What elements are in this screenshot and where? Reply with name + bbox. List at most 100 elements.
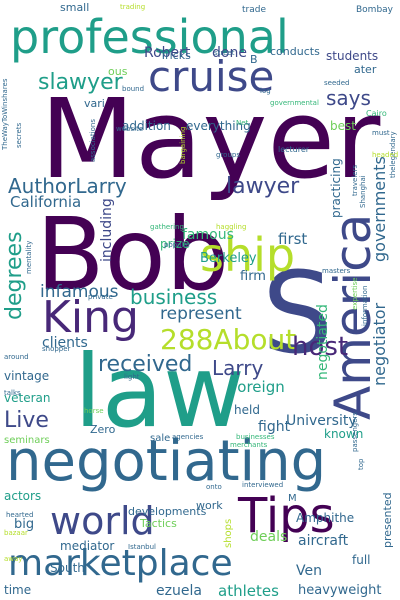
word-light: light <box>124 373 140 381</box>
word-istanbul: Istanbul <box>128 543 157 551</box>
word-king: King <box>42 292 139 343</box>
word-host: host <box>292 332 349 362</box>
word-big: big <box>14 517 35 532</box>
word-associations: associations <box>89 118 97 162</box>
word-degrees: degrees <box>2 231 27 320</box>
word-small: small <box>60 1 90 14</box>
word-full: full <box>352 553 371 567</box>
word-lawyer: lawyer <box>226 174 300 199</box>
word-hearted: hearted <box>6 511 34 519</box>
word-ezuela: ezuela <box>156 583 202 599</box>
word-travelers: travelers <box>351 164 359 196</box>
word-south: South <box>50 561 85 575</box>
word-ship: ship <box>200 228 296 282</box>
word-haggling: haggling <box>216 223 247 231</box>
word-masters: masters <box>322 267 351 275</box>
word-around: around <box>4 353 29 361</box>
word-shanghai: Shanghai <box>359 175 367 208</box>
word-m: M <box>288 493 297 504</box>
word-businesses: businesses <box>236 433 275 441</box>
word-governments: governments <box>370 156 389 262</box>
word-thewaytowinshares: TheWayToWinshares <box>1 78 9 151</box>
word-heavyweight: heavyweight <box>298 583 382 598</box>
word-ven: Ven <box>296 563 322 579</box>
word-live: Live <box>4 408 49 433</box>
word-firm: firm <box>240 269 266 284</box>
word-onto: onto <box>206 483 222 491</box>
word-law: law <box>74 333 245 450</box>
word-seeded: seeded <box>324 79 350 87</box>
word-zero: Zero <box>90 423 116 436</box>
word-addition: addition <box>122 119 171 133</box>
word-must: must <box>372 129 390 137</box>
word-away: away <box>4 555 23 563</box>
word-secrets: secrets <box>15 122 23 148</box>
word-conducts: conducts <box>270 45 320 58</box>
word-negotiated: negotiated <box>315 304 331 380</box>
word-athletes: athletes <box>218 582 279 600</box>
word-shopper: shopper <box>42 345 71 353</box>
word-vintage: vintage <box>4 369 50 383</box>
word-passengers: passengers <box>351 411 359 452</box>
word-work: work <box>196 499 223 512</box>
word-prize: prize <box>160 237 190 251</box>
word-actors: actors <box>4 489 42 503</box>
word-website: website <box>116 125 144 133</box>
word-net: Net <box>236 119 249 127</box>
word-talks: talks <box>4 389 21 397</box>
word-negotiator: negotiator <box>370 302 389 386</box>
word-slawyer: slawyer <box>38 70 123 95</box>
word-information: information <box>361 285 369 326</box>
word-berkeley: Berkeley <box>200 251 257 266</box>
word-foreign: foreign <box>232 378 285 396</box>
word-authorlarry: AuthorLarry <box>8 174 127 198</box>
word-top: top <box>357 458 365 470</box>
word-bound: bound <box>122 85 145 93</box>
word-marketplace: marketplace <box>8 543 233 584</box>
word-professional: professional <box>10 10 289 64</box>
word-including: including <box>99 198 115 262</box>
word-tricks: Tricks <box>160 49 191 62</box>
word-headed: headed <box>372 151 399 159</box>
word-received: received <box>98 352 193 377</box>
word-horse: horse <box>84 407 104 415</box>
word-vari: vari <box>84 97 105 110</box>
word-practicing: practicing <box>329 158 343 218</box>
word-popular: popular <box>164 241 191 249</box>
word-aircraft: aircraft <box>298 533 349 549</box>
word-bazaar: bazaar <box>4 529 28 537</box>
word-288about: 288About <box>160 323 297 356</box>
word-ater: ater <box>354 63 377 76</box>
word-street: street <box>214 49 235 57</box>
word-represent: represent <box>160 304 242 324</box>
word-mentality: mentality <box>25 240 33 274</box>
word-merchants: merchants <box>230 441 268 449</box>
word-amphithe: Amphithe <box>296 511 355 525</box>
word-trading: trading <box>120 3 146 11</box>
word-deals: deals <box>250 529 288 545</box>
word-bargaining: bargaining <box>179 126 187 164</box>
word-first: first <box>278 230 308 248</box>
word-private: private <box>88 293 113 301</box>
word-infamous: infamous <box>40 282 119 302</box>
word-sale: sale <box>150 433 171 444</box>
word-famous: famous <box>182 227 234 243</box>
word-expertise: expertise <box>351 277 359 310</box>
word-mayer: Mayer <box>40 75 381 203</box>
word-lecturer: lecturer <box>278 145 310 154</box>
word-shops: shops <box>223 518 234 548</box>
word-mediator: mediator <box>60 539 115 553</box>
word-students: students <box>326 49 379 63</box>
word-larry: Larry <box>212 356 264 380</box>
word-best: best <box>330 119 356 133</box>
word-says: says <box>326 86 371 110</box>
word-held: held <box>234 403 260 417</box>
word-presented: presented <box>381 492 394 548</box>
word-fight: fight <box>258 419 291 435</box>
word-agencies: agencies <box>172 433 204 441</box>
word-bob: Bob <box>36 196 230 313</box>
word-known: known <box>324 427 364 441</box>
word-everything: everything <box>186 119 251 133</box>
word-clients: clients <box>42 335 88 351</box>
